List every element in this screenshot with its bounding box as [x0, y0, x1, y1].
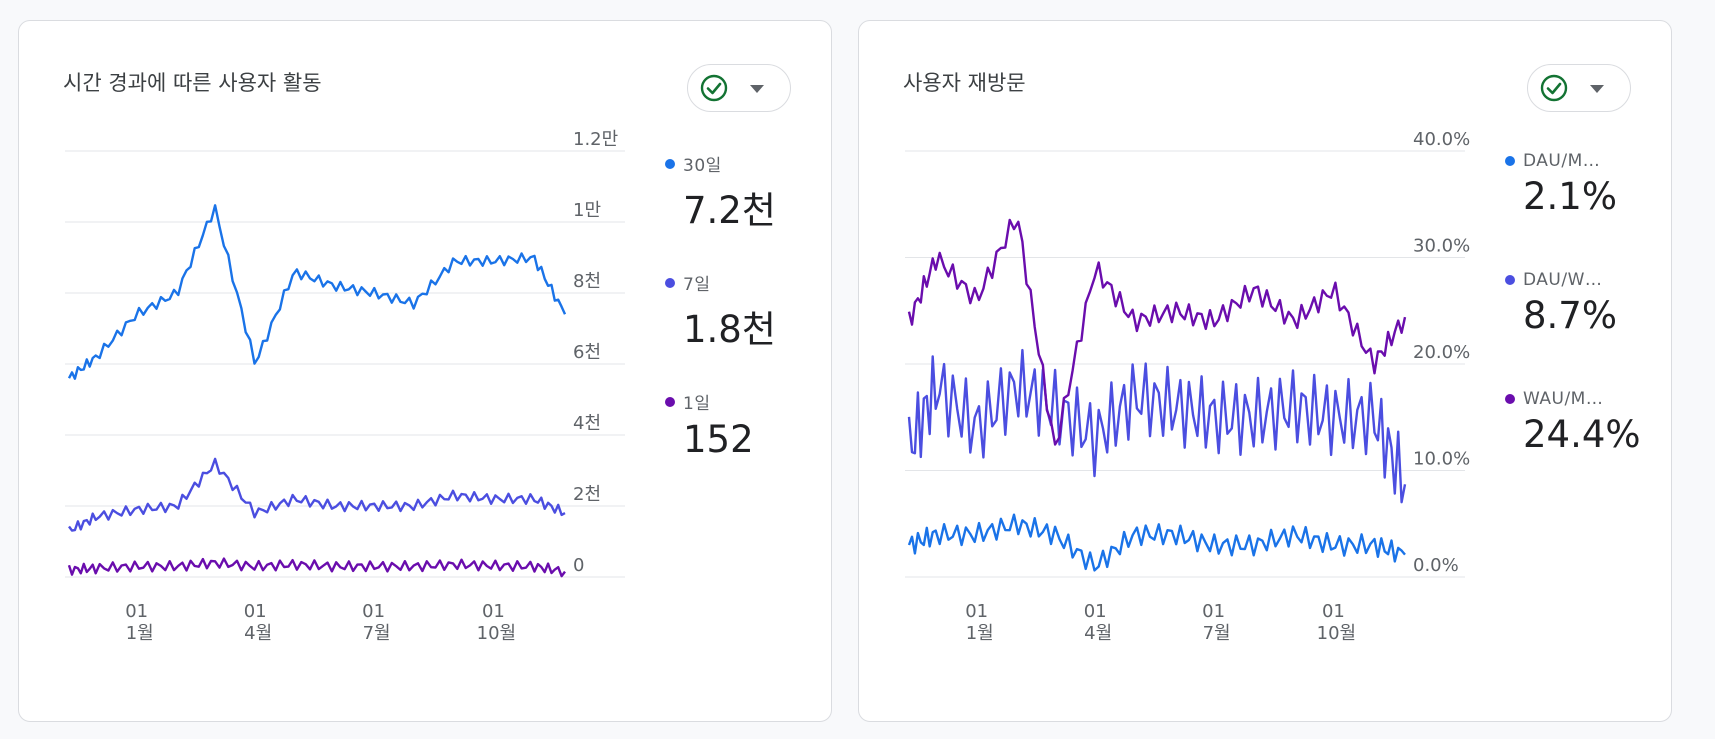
y-tick-label: 2천 [573, 484, 601, 505]
legend-value: 152 [683, 418, 754, 461]
legend-label: DAU/M… [1523, 151, 1601, 171]
legend-label: 7일 [683, 275, 711, 295]
x-tick-day: 01 [125, 601, 148, 622]
series-line [907, 513, 1406, 572]
legend-label: 30일 [683, 156, 722, 176]
legend-item: 30일 7.2천 [665, 151, 835, 234]
x-tick-month: 4월 [1084, 623, 1112, 644]
x-tick-day: 01 [965, 601, 988, 622]
series-line [907, 218, 1407, 446]
y-tick-label: 4천 [573, 413, 601, 434]
y-tick-label: 20.0% [1413, 342, 1470, 363]
series-1 [68, 457, 566, 532]
x-tick-month: 10월 [1317, 623, 1356, 644]
x-tick-day: 01 [1322, 601, 1345, 622]
legend-dot-icon [1505, 275, 1515, 285]
card-title: 사용자 재방문 [903, 71, 1026, 95]
x-tick-day: 01 [1084, 601, 1107, 622]
legend-value: 2.1% [1523, 175, 1617, 218]
check-circle-icon [1540, 74, 1568, 102]
series-2 [907, 218, 1407, 446]
y-tick-label: 0.0% [1413, 555, 1459, 576]
legend-item: DAU/W… 8.7% [1505, 270, 1675, 337]
legend-value: 24.4% [1523, 413, 1641, 456]
y-tick-label: 1.2만 [573, 129, 618, 150]
legend-dot-icon [1505, 156, 1515, 166]
legend-dot-icon [1505, 394, 1515, 404]
status-dropdown-button[interactable] [687, 64, 791, 112]
card-title: 시간 경과에 따른 사용자 활동 [63, 71, 322, 95]
legend-label: DAU/W… [1523, 270, 1603, 290]
user-retention-card: 사용자 재방문 0.0% 10.0% 20.0% 30.0% 40.0% 01 1월 01 4월… [858, 20, 1672, 722]
series-line [67, 204, 567, 380]
series-0 [67, 204, 567, 380]
check-circle-icon [700, 74, 728, 102]
x-tick-month: 7월 [363, 623, 391, 644]
legend-item: 1일 152 [665, 389, 835, 461]
y-tick-label: 30.0% [1413, 236, 1470, 257]
legend-item: DAU/M… 2.1% [1505, 151, 1675, 218]
legend-dot-icon [665, 277, 675, 288]
x-tick-month: 10월 [477, 623, 516, 644]
legend-label: WAU/M… [1523, 389, 1604, 409]
legend-item: WAU/M… 24.4% [1505, 389, 1675, 456]
x-tick-day: 01 [1202, 601, 1225, 622]
y-tick-label: 1만 [573, 200, 601, 221]
legend-value: 8.7% [1523, 294, 1617, 337]
legend-dot-icon [665, 158, 675, 169]
legend-dot-icon [665, 396, 675, 407]
series-line [68, 457, 566, 532]
series-line [67, 557, 566, 578]
x-tick-day: 01 [362, 601, 385, 622]
y-tick-label: 8천 [573, 271, 601, 292]
y-tick-label: 10.0% [1413, 449, 1470, 470]
series-line [907, 348, 1407, 504]
series-1 [907, 348, 1407, 504]
y-tick-label: 0 [573, 555, 584, 576]
y-tick-label: 6천 [573, 342, 601, 363]
legend-item: 7일 1.8천 [665, 270, 835, 353]
user-activity-card: 시간 경과에 따른 사용자 활동 0 2천 4천 6천 8천 1만 1.2만 01 1월 01 4월… [18, 20, 832, 722]
legend-label: 1일 [683, 394, 711, 414]
y-tick-label: 40.0% [1413, 129, 1470, 150]
x-tick-day: 01 [244, 601, 267, 622]
x-tick-day: 01 [482, 601, 505, 622]
legend-value: 1.8천 [683, 308, 776, 351]
status-dropdown-button[interactable] [1527, 64, 1631, 112]
x-tick-month: 1월 [966, 623, 994, 644]
x-tick-month: 4월 [244, 623, 272, 644]
chevron-down-icon [750, 85, 764, 93]
user-retention-chart: 0.0%10.0%20.0%30.0%40.0%011월014월017월0110… [905, 129, 1470, 644]
x-tick-month: 1월 [126, 623, 154, 644]
chevron-down-icon [1590, 85, 1604, 93]
legend-value: 7.2천 [683, 189, 776, 232]
x-tick-month: 7월 [1203, 623, 1231, 644]
series-0 [907, 513, 1406, 572]
series-2 [67, 557, 566, 578]
